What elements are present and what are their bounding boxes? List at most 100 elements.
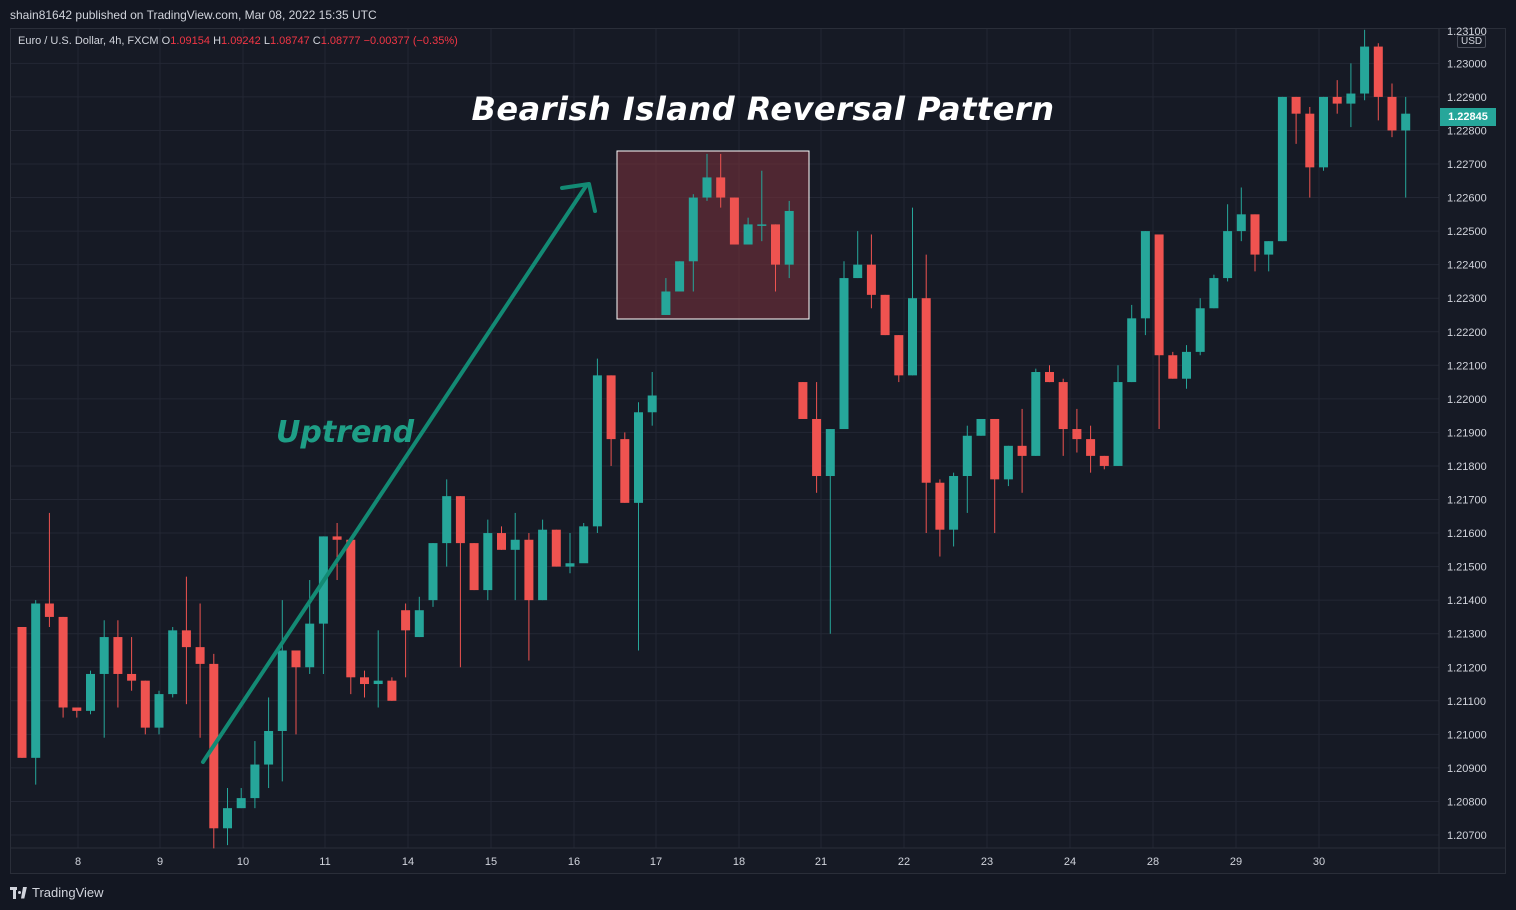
candle-body	[1195, 308, 1205, 352]
price-axis-label: 1.21300	[1447, 629, 1487, 641]
candle-body	[1072, 429, 1082, 440]
candle-body	[195, 647, 205, 664]
tradingview-logo[interactable]: TradingView	[10, 885, 104, 900]
price-axis-label: 1.20900	[1447, 763, 1487, 775]
candle-body	[113, 637, 123, 674]
candle-body	[551, 529, 561, 567]
price-axis-label: 1.22300	[1447, 293, 1487, 305]
price-axis-label: 1.22800	[1447, 125, 1487, 137]
candle-body	[592, 375, 602, 527]
candle-body	[373, 680, 383, 685]
candle-body	[1236, 214, 1246, 232]
price-axis-label: 1.21800	[1447, 461, 1487, 473]
candle-body	[579, 526, 589, 564]
candle-body	[688, 197, 698, 262]
time-axis-label: 14	[402, 856, 414, 868]
candle-body	[360, 677, 369, 685]
candle-body	[1045, 372, 1054, 383]
price-axis-label: 1.22700	[1447, 159, 1487, 171]
price-axis-label: 1.22600	[1447, 193, 1487, 205]
candle-body	[1250, 214, 1260, 255]
candle-body	[839, 278, 849, 430]
candle-body	[771, 224, 780, 265]
price-axis-label: 1.21700	[1447, 495, 1487, 507]
legend-close: 1.08777	[320, 35, 361, 47]
candle-body	[1209, 278, 1219, 309]
candlestick-chart[interactable]: 1.23000 1.22900 1.22800 1.22700 1.22600 1.225…	[0, 0, 1516, 876]
price-axis-label: 1.22200	[1447, 327, 1487, 339]
candle-body	[990, 418, 1000, 480]
time-axis-label: 11	[319, 856, 330, 868]
candle-body	[1086, 439, 1096, 456]
symbol-name: Euro / U.S. Dollar, 4h, FXCM	[18, 35, 159, 47]
footer	[0, 876, 1516, 910]
candle-body	[634, 412, 643, 503]
candle-body	[606, 375, 616, 440]
time-axis-label: 10	[237, 856, 249, 868]
candle-body	[1168, 355, 1178, 379]
candle-body	[647, 395, 657, 413]
currency-badge[interactable]: USD	[1457, 35, 1487, 48]
candle-body	[140, 680, 150, 728]
price-axis-label: 1.23000	[1447, 58, 1487, 70]
candle-body	[1305, 113, 1315, 168]
candle-body	[716, 177, 726, 198]
candle-body	[181, 630, 191, 648]
candle-body	[31, 603, 41, 758]
candle-body	[866, 264, 876, 295]
candle-body	[1291, 96, 1301, 114]
candle-body	[305, 623, 315, 668]
candle-body	[538, 529, 548, 601]
candle-body	[935, 482, 945, 530]
candle-body	[1058, 382, 1068, 430]
legend-high: 1.09242	[221, 35, 261, 47]
candle-body	[277, 650, 287, 731]
candle-body	[1277, 96, 1287, 242]
candle-body	[442, 496, 452, 544]
price-axis-label: 1.21000	[1447, 729, 1487, 741]
candle-body	[1154, 234, 1164, 356]
candle-body	[72, 707, 82, 711]
candle-body	[1113, 382, 1123, 466]
candle-body	[949, 476, 959, 530]
candle-body	[469, 543, 479, 591]
candle-body	[497, 533, 506, 550]
candle-body	[1332, 96, 1342, 104]
price-axis-label: 1.21200	[1447, 662, 1487, 674]
legend-low: 1.08747	[269, 35, 310, 47]
candle-body	[99, 637, 109, 674]
candle-body	[236, 798, 246, 809]
candle-body	[1346, 93, 1356, 104]
candle-body	[1099, 455, 1109, 466]
legend-high-label: H	[213, 35, 222, 47]
candle-body	[1140, 231, 1150, 319]
candle-body	[1003, 445, 1013, 480]
legend-change: −0.00377 (−0.35%)	[363, 35, 458, 47]
candle-body	[1017, 445, 1027, 456]
candle-body	[414, 610, 424, 638]
price-axis-label: 1.21500	[1447, 562, 1487, 574]
time-axis-label: 8	[75, 856, 81, 868]
candle-body	[223, 808, 232, 829]
candle-body	[510, 539, 520, 550]
uptrend-label: Uptrend	[276, 415, 415, 450]
candle-body	[661, 291, 671, 315]
candle-body	[250, 764, 260, 799]
legend-low-label: L	[263, 35, 270, 47]
time-axis-label: 22	[898, 856, 910, 868]
candle-body	[86, 673, 95, 711]
candle-body	[1127, 318, 1137, 383]
candle-body	[921, 298, 931, 483]
candle-body	[58, 616, 68, 708]
candle-body	[1031, 372, 1041, 456]
candle-body	[264, 730, 274, 765]
candle-body	[880, 294, 890, 336]
candle-body	[1264, 241, 1274, 255]
candle-body	[853, 264, 863, 279]
publish-info: shain81642 published on TradingView.com,…	[10, 8, 377, 22]
candle-body	[483, 533, 493, 591]
tradingview-icon	[10, 886, 28, 899]
candle-body	[127, 673, 137, 681]
candle-body	[743, 224, 753, 245]
time-axis-label: 29	[1230, 856, 1242, 868]
